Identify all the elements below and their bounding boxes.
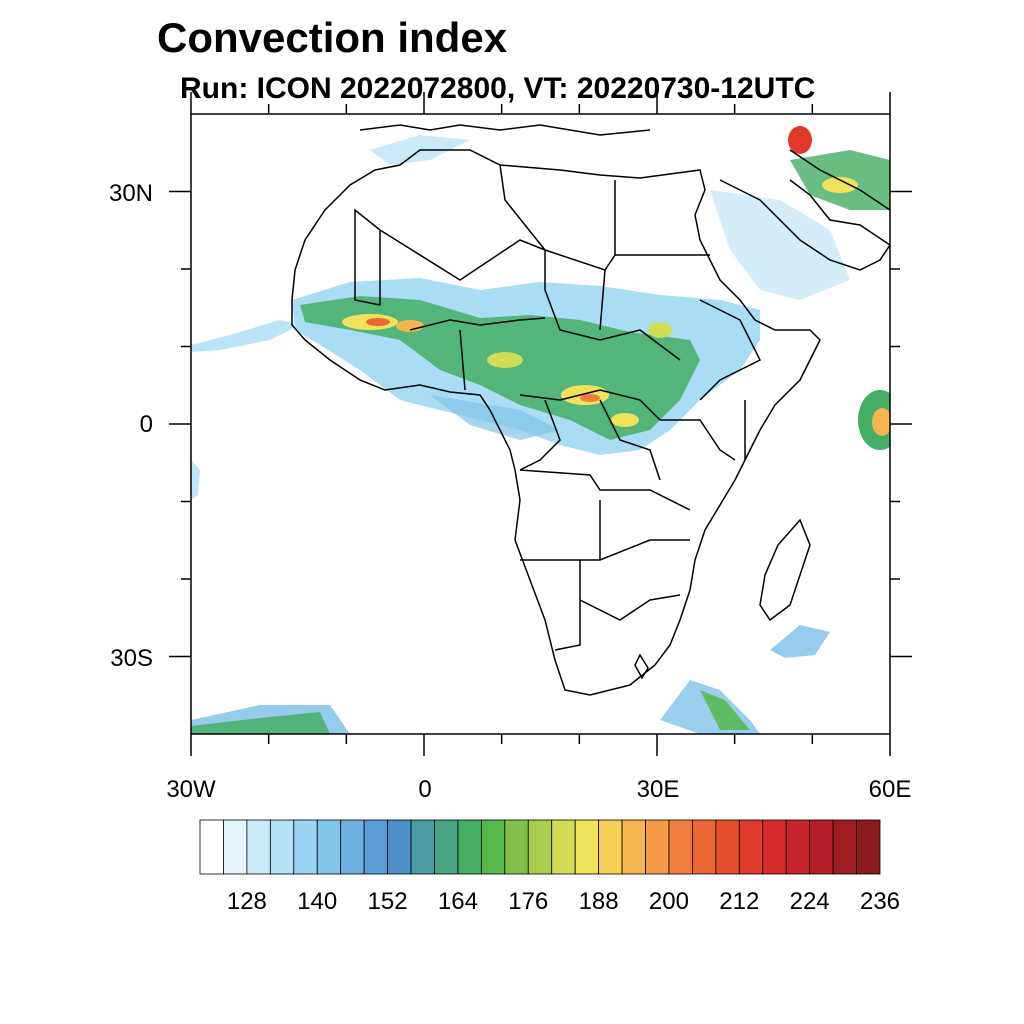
iran-coastline	[789, 149, 890, 211]
field-hotspot	[788, 126, 812, 154]
chart-subtitle: Run: ICON 2022072800, VT: 20220730-12UTC	[180, 72, 816, 105]
border	[520, 539, 690, 561]
field-hotspot	[366, 318, 390, 326]
border	[554, 560, 581, 651]
field-layer	[191, 126, 890, 734]
axis-ticks	[169, 92, 912, 756]
colorbar-label: 140	[297, 888, 338, 915]
africa-coastline	[291, 149, 821, 696]
border	[354, 208, 381, 306]
field-hotspot	[487, 352, 523, 368]
field-hotspot	[396, 320, 424, 332]
field-hotspot	[648, 322, 672, 338]
field-hotspot	[822, 177, 858, 193]
border	[699, 299, 762, 401]
colorbar-label: 200	[648, 888, 689, 915]
field-left-edge	[191, 460, 200, 500]
border	[499, 164, 546, 251]
field-sahel-green	[300, 296, 700, 440]
madagascar	[759, 518, 811, 622]
arabia-coastline	[719, 179, 890, 271]
lon-label-30w: 30W	[166, 776, 216, 803]
border	[459, 329, 466, 391]
border	[519, 399, 561, 471]
field-madagascar-e	[770, 625, 830, 658]
boundaries-layer	[291, 124, 890, 696]
colorbar-label: 152	[367, 888, 408, 915]
field-arabia	[710, 190, 850, 300]
border	[634, 653, 649, 680]
lat-label-30s: 30S	[110, 645, 153, 672]
europe-coastline	[359, 124, 651, 136]
field-atlantic	[191, 320, 300, 352]
lon-label-30e: 30E	[636, 776, 680, 803]
border	[544, 289, 681, 361]
lat-label-0: 0	[139, 411, 153, 438]
lon-label-60e: 60E	[868, 776, 912, 803]
colorbar-label: 224	[789, 888, 830, 915]
field-south-se-green	[700, 690, 750, 730]
border	[409, 317, 546, 331]
field-hotspot	[872, 408, 890, 436]
colorbar-label: 212	[719, 888, 760, 915]
colorbar-label: 176	[508, 888, 549, 915]
field-hotspot	[580, 394, 600, 402]
colorbar-label: 128	[226, 888, 267, 915]
field-south-sw-green	[191, 712, 330, 734]
lat-label-30n: 30N	[108, 180, 153, 207]
border	[544, 249, 616, 271]
border	[599, 399, 661, 481]
border	[379, 229, 546, 290]
field-guinea	[430, 395, 560, 440]
colorbar-label: 164	[437, 888, 478, 915]
field-hotspot	[611, 413, 639, 427]
lon-label-0: 0	[418, 776, 432, 803]
border	[579, 594, 681, 621]
chart-title: Convection index	[157, 14, 508, 61]
border	[660, 419, 736, 461]
border	[519, 469, 691, 511]
colorbar-label: 236	[859, 888, 901, 915]
border	[599, 269, 606, 331]
colorbar-label: 188	[578, 888, 619, 915]
border	[519, 389, 661, 421]
